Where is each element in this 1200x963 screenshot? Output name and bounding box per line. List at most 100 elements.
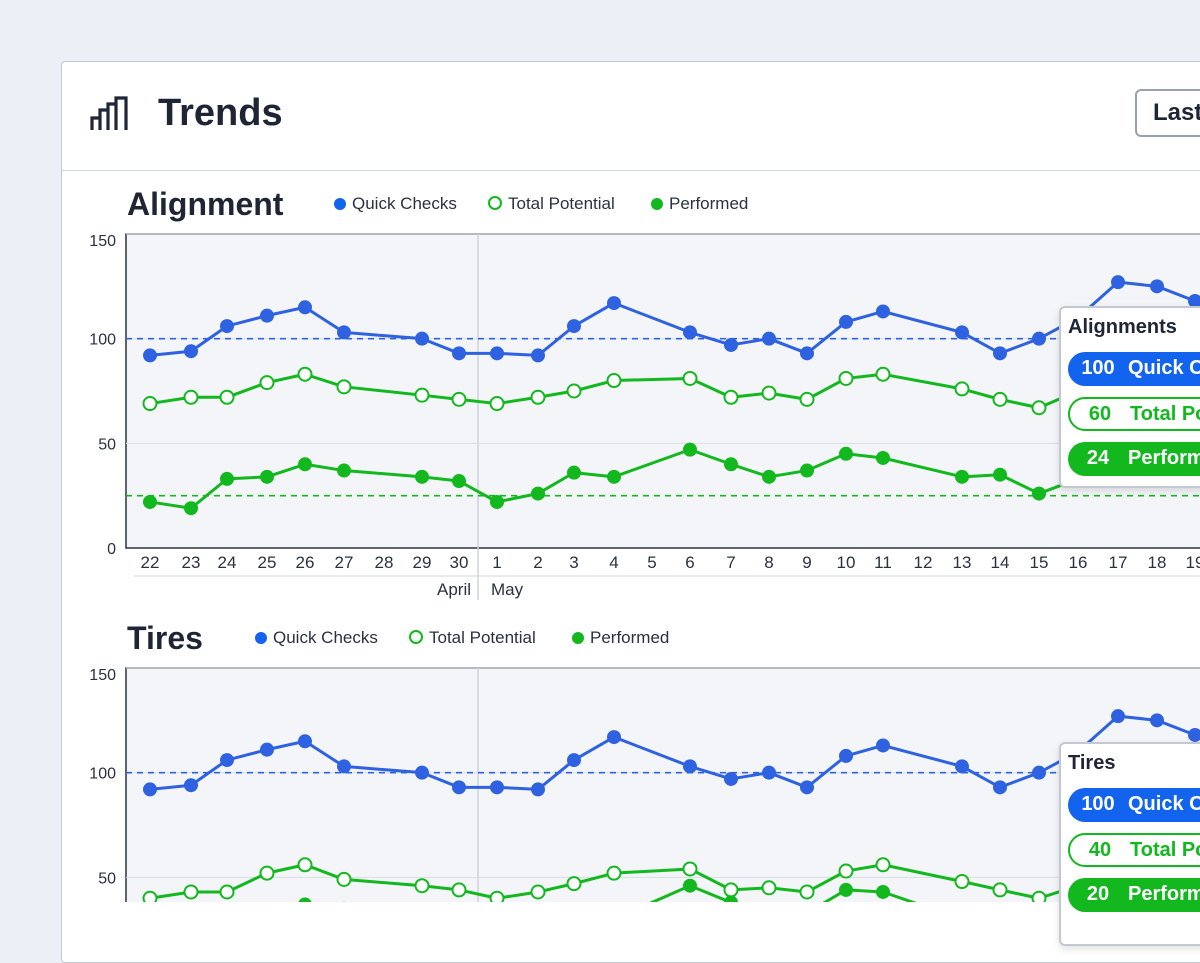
data-point — [1033, 401, 1046, 414]
tooltip-value: 60 — [1070, 399, 1130, 429]
data-point — [531, 487, 545, 501]
data-point — [261, 867, 274, 880]
data-point — [338, 380, 351, 393]
x-tick-label: 14 — [991, 553, 1010, 572]
data-point — [452, 474, 466, 488]
x-tick-label: 6 — [685, 553, 694, 572]
data-point — [453, 393, 466, 406]
data-point — [800, 780, 814, 794]
data-point — [260, 743, 274, 757]
legend-item-performed[interactable]: Performed — [572, 628, 669, 648]
data-point — [221, 391, 234, 404]
x-tick-label: 11 — [874, 553, 892, 572]
tooltip-value: 100 — [1068, 788, 1128, 820]
data-point — [490, 780, 504, 794]
x-tick-label: 22 — [141, 553, 160, 572]
data-point — [568, 877, 581, 890]
data-point — [683, 325, 697, 339]
x-tick-label: 25 — [258, 553, 277, 572]
data-point — [452, 346, 466, 360]
data-point — [839, 447, 853, 461]
data-point — [567, 319, 581, 333]
data-point — [956, 382, 969, 395]
page-title: Trends — [158, 92, 283, 135]
data-point — [185, 391, 198, 404]
data-point — [567, 753, 581, 767]
x-tick-label: 28 — [375, 553, 394, 572]
tooltip-title: Tires — [1068, 752, 1115, 775]
data-point — [608, 867, 621, 880]
data-point — [800, 464, 814, 478]
data-point — [452, 780, 466, 794]
x-tick-label: 7 — [726, 553, 735, 572]
tooltip-value: 20 — [1068, 878, 1128, 910]
data-point — [220, 319, 234, 333]
chart-title-alignment: Alignment — [127, 186, 283, 223]
data-point — [532, 391, 545, 404]
y-tick-label: 150 — [89, 667, 116, 684]
legend-item-performed[interactable]: Performed — [651, 194, 748, 214]
data-point — [1111, 275, 1125, 289]
data-point — [337, 464, 351, 478]
x-tick-label: 19 — [1186, 553, 1200, 572]
date-range-button[interactable]: Last — [1135, 89, 1200, 137]
tooltip-label: Quick Checks — [1128, 357, 1200, 379]
data-point — [184, 778, 198, 792]
data-point — [491, 397, 504, 410]
tooltip-title: Alignments — [1068, 316, 1177, 339]
data-point — [1150, 279, 1164, 293]
data-point — [1032, 487, 1046, 501]
tooltip-label: Total Potential — [1130, 839, 1200, 861]
data-point — [839, 315, 853, 329]
legend-item-total-potential[interactable]: Total Potential — [409, 628, 536, 648]
data-point — [490, 346, 504, 360]
legend-label: Performed — [669, 194, 748, 213]
bar-chart-icon — [90, 96, 130, 132]
data-point — [415, 766, 429, 780]
legend-item-quick-checks[interactable]: Quick Checks — [334, 194, 457, 214]
filled-blue-dot-icon — [255, 632, 267, 644]
data-point — [840, 372, 853, 385]
data-point — [955, 759, 969, 773]
x-tick-label: 30 — [450, 553, 469, 572]
data-point — [1150, 713, 1164, 727]
data-point — [876, 304, 890, 318]
data-point — [607, 296, 621, 310]
x-tick-label: 12 — [914, 553, 933, 572]
tooltip-label: Quick Checks — [1128, 793, 1200, 815]
x-tick-label: 1 — [492, 553, 501, 572]
tooltip-label: Performed — [1128, 883, 1200, 905]
data-point — [993, 780, 1007, 794]
data-point — [490, 495, 504, 509]
data-point — [221, 885, 234, 898]
data-point — [298, 457, 312, 471]
legend-item-quick-checks[interactable]: Quick Checks — [255, 628, 378, 648]
data-point — [220, 753, 234, 767]
data-point — [993, 346, 1007, 360]
data-point — [337, 759, 351, 773]
x-tick-label: 17 — [1109, 553, 1128, 572]
data-point — [724, 457, 738, 471]
data-point — [144, 397, 157, 410]
data-point — [724, 772, 738, 786]
data-point — [762, 332, 776, 346]
data-point — [491, 892, 504, 902]
tooltip-value: 24 — [1068, 442, 1128, 474]
x-tick-label: 23 — [182, 553, 201, 572]
data-point — [260, 309, 274, 323]
data-point — [298, 300, 312, 314]
data-point — [532, 885, 545, 898]
data-point — [876, 451, 890, 465]
legend-item-total-potential[interactable]: Total Potential — [488, 194, 615, 214]
data-point — [607, 470, 621, 484]
x-tick-label: 10 — [837, 553, 856, 572]
data-point — [684, 372, 697, 385]
data-point — [800, 346, 814, 360]
page-header: Trends Last — [62, 62, 1200, 171]
